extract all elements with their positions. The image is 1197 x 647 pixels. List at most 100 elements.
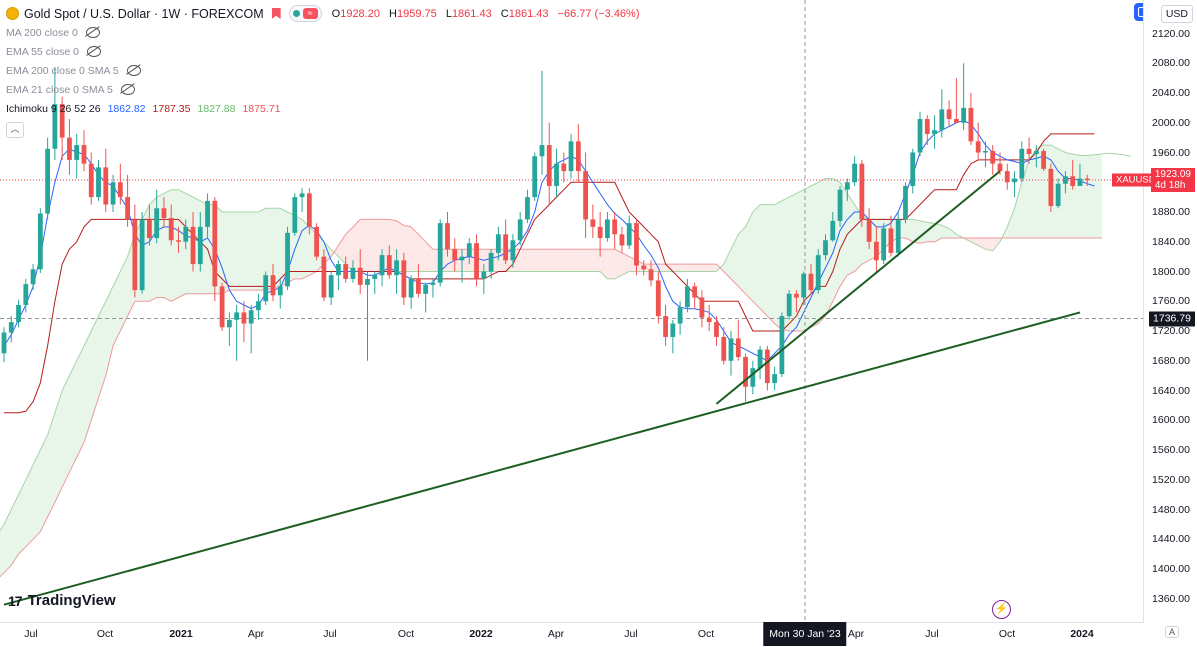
cloud-segment — [98, 301, 106, 398]
candle-body — [663, 316, 668, 337]
price-tick-label: 2000.00 — [1152, 116, 1190, 129]
cloud-segment — [425, 241, 433, 272]
cloud-segment — [731, 234, 739, 287]
cloud-segment — [905, 219, 913, 242]
collapse-legend-button[interactable]: ︿ — [6, 122, 24, 138]
candle-body — [401, 260, 407, 298]
ichimoku-row[interactable]: Ichimoku 9 26 52 26 1862.82 1787.35 1827… — [6, 99, 646, 118]
candle-body — [1041, 151, 1047, 169]
time-tick-label: Oct — [998, 628, 1016, 640]
bar-countdown: 4d 18h — [1154, 179, 1186, 191]
candle-body — [881, 228, 887, 261]
candle-body — [837, 189, 843, 221]
cloud-segment — [418, 234, 426, 272]
cloud-segment — [1094, 153, 1102, 239]
candle-body — [103, 167, 109, 205]
hidden-eye-icon[interactable] — [126, 65, 141, 76]
candle-body — [45, 148, 51, 214]
hidden-eye-icon[interactable] — [85, 27, 100, 38]
cloud-segment — [272, 208, 281, 288]
candle-body — [917, 119, 923, 153]
cloud-segment — [687, 264, 695, 272]
candle-body — [750, 368, 756, 387]
auto-scale-button[interactable]: A — [1164, 626, 1179, 638]
candle-body — [779, 316, 785, 375]
cloud-segment — [113, 271, 121, 346]
ohlc-values: O1928.20 H1959.75 L1861.43 C1861.43 −66.… — [331, 7, 640, 20]
symbol-title[interactable]: Gold Spot / U.S. Dollar · 1W · FOREXCOM — [24, 6, 264, 21]
candle-body — [452, 249, 458, 261]
trendline — [715, 170, 1001, 405]
cloud-segment — [171, 189, 179, 302]
candle-body — [866, 219, 872, 242]
cloud-segment — [752, 204, 761, 309]
symbol-row: Gold Spot / U.S. Dollar · 1W · FOREXCOM … — [6, 4, 646, 23]
candle-body — [990, 151, 996, 164]
flag-icon[interactable] — [271, 8, 281, 19]
price-tick-label: 1960.00 — [1152, 146, 1190, 159]
cloud-segment — [520, 249, 528, 272]
market-status-pill[interactable]: ≈ — [288, 5, 322, 22]
candle-body — [190, 226, 196, 265]
indicator-row[interactable]: EMA 21 close 0 SMA 5 — [6, 80, 646, 99]
candle-body — [714, 322, 719, 337]
cloud-segment — [185, 193, 194, 294]
time-tick-label: Apr — [247, 628, 265, 640]
crosshair-price-tag: 1736.79 — [1149, 311, 1195, 326]
time-axis[interactable]: Jul Oct 2021 Apr Jul Oct 2022 Apr Jul Oct Apr Jul Oc… — [0, 622, 1144, 647]
cloud-segment — [534, 249, 542, 272]
cloud-segment — [345, 226, 353, 272]
cloud-segment — [243, 212, 252, 291]
candle-body — [648, 269, 654, 281]
candle-body — [386, 255, 392, 276]
price-tick-label: 1760.00 — [1152, 295, 1190, 308]
candle-body — [277, 286, 283, 296]
cloud-segment — [810, 182, 819, 328]
candle-body — [161, 208, 167, 218]
indicator-row[interactable]: MA 200 close 0 — [6, 23, 646, 42]
candle-body — [394, 260, 399, 276]
candle-body — [1077, 178, 1083, 186]
cloud-segment — [120, 256, 128, 331]
candle-body — [437, 223, 443, 283]
price-tick-label: 1440.00 — [1152, 533, 1190, 546]
time-tick-label: Apr — [847, 628, 865, 640]
candle-body — [306, 193, 312, 227]
cloud-segment — [403, 225, 412, 272]
candle-body — [1048, 168, 1054, 207]
candle-body — [634, 223, 639, 266]
candle-body — [1070, 176, 1076, 186]
cloud-segment — [745, 212, 753, 302]
candle-body — [953, 119, 959, 123]
candle-body — [67, 137, 72, 160]
candle-body — [924, 119, 930, 134]
cloud-segment — [265, 208, 273, 291]
trendlines — [3, 170, 1081, 606]
candle-body — [321, 256, 327, 298]
candle-body — [372, 275, 378, 279]
bolt-icon[interactable]: ⚡ — [992, 600, 1011, 619]
candle-body — [801, 273, 807, 298]
candle-body — [168, 217, 174, 241]
cloud-segment — [229, 212, 237, 291]
price-tick-label: 1840.00 — [1152, 235, 1190, 248]
candle-body — [59, 104, 65, 138]
indicator-label: MA 200 close 0 — [6, 26, 78, 39]
indicator-row[interactable]: EMA 200 close 0 SMA 5 — [6, 61, 646, 80]
cloud-segment — [672, 264, 681, 272]
indicator-label: EMA 21 close 0 SMA 5 — [6, 83, 113, 96]
hidden-eye-icon[interactable] — [120, 84, 135, 95]
close-value: 1861.43 — [508, 7, 549, 20]
hidden-eye-icon[interactable] — [86, 46, 101, 57]
cloud-segment — [985, 238, 993, 251]
indicator-row[interactable]: EMA 55 close 0 — [6, 42, 646, 61]
candle-body — [655, 280, 661, 317]
cloud-segment — [723, 249, 731, 279]
candle-body — [1004, 171, 1010, 183]
candle-body — [328, 275, 334, 298]
candle-body — [546, 145, 552, 186]
candle-body — [132, 219, 138, 291]
candle-body — [525, 197, 530, 220]
currency-button[interactable]: USD — [1160, 5, 1193, 23]
